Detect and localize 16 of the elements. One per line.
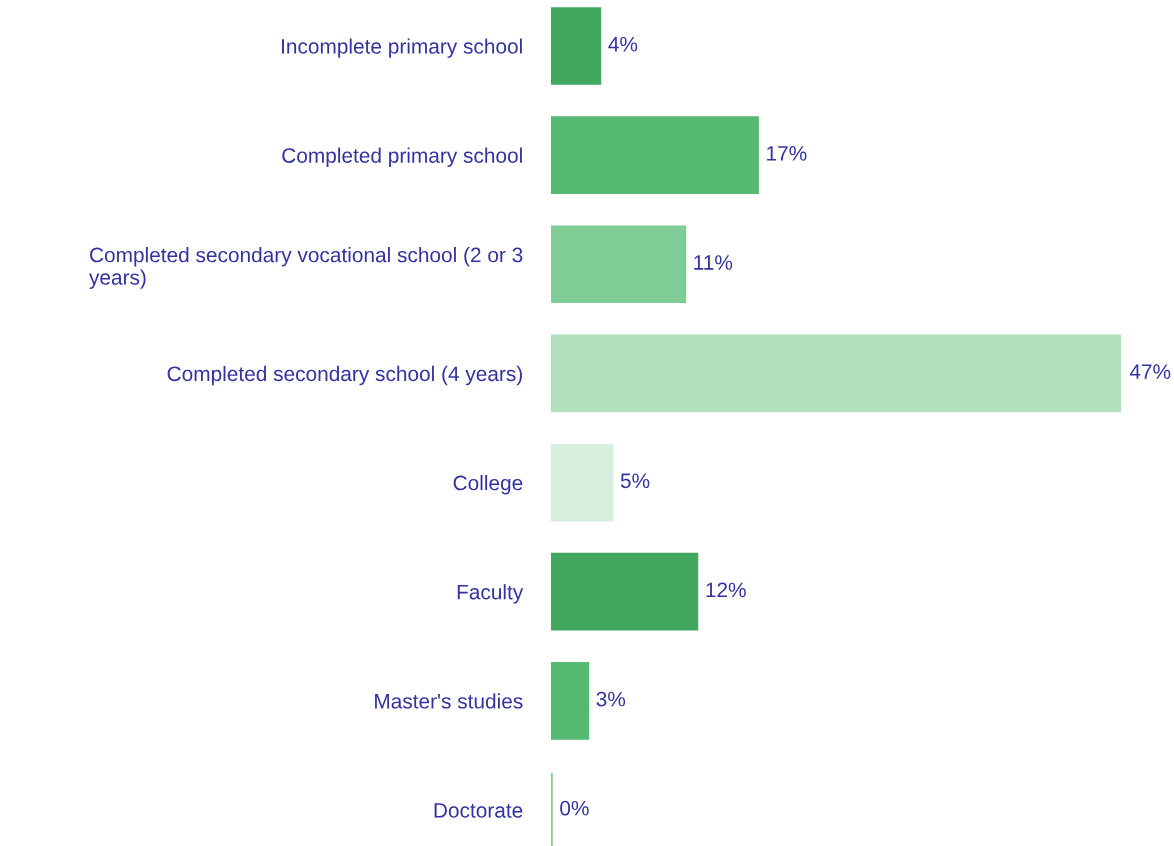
data-label: 47% (1129, 364, 1171, 379)
data-label: 17% (767, 146, 807, 161)
data-label: 4% (608, 36, 638, 52)
y-tick-label: College (453, 475, 523, 495)
data-label: 3% (596, 691, 626, 707)
y-tick-label: Completed secondary vocational school (2 or 3 years) (89, 247, 523, 289)
y-tick-label: Master's studies (375, 693, 523, 709)
y-tick-label: Completed primary school (282, 147, 522, 168)
y-tick-label: Incomplete primary school (282, 38, 522, 58)
data-label: 11% (694, 255, 733, 270)
y-tick-label: Faculty (457, 584, 524, 604)
data-label: 0% (560, 800, 589, 816)
data-label: 5% (620, 473, 650, 489)
y-tick-label: Doctorate (434, 803, 523, 818)
data-label: 12% (706, 582, 746, 598)
y-tick-label: Completed secondary school (4 years) (167, 365, 522, 386)
